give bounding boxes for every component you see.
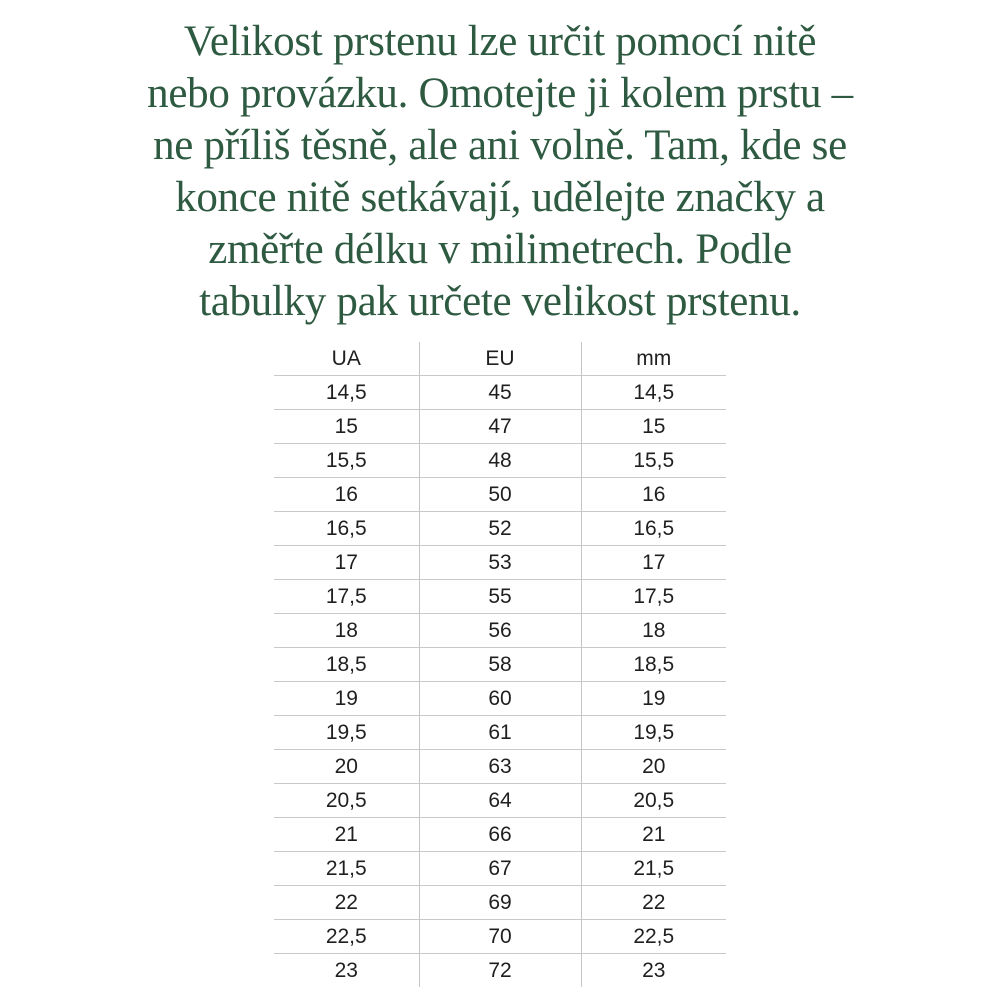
table-cell: 58 (418, 647, 581, 682)
table-cell: 23 (334, 958, 358, 982)
table-cell: 17,5 (580, 579, 726, 614)
table-cell: 19,5 (580, 715, 726, 750)
table-row: 18 56 18 (274, 613, 726, 648)
table-row: 22 69 22 (274, 885, 726, 920)
table-row: 19,5 61 19,5 (274, 715, 726, 750)
table-cell: 67 (418, 851, 581, 886)
table-cell: 60 (418, 681, 581, 716)
table-cell: 45 (418, 375, 581, 410)
table-cell: 20 (580, 749, 726, 784)
table-cell: 14,5 (325, 380, 367, 404)
table-cell: 18,5 (325, 652, 367, 676)
table-row: 16 50 16 (274, 477, 726, 512)
table-cell: 19 (334, 686, 358, 710)
table-cell: 17 (580, 545, 726, 580)
intro-text: Velikost prstenu lze určit pomocí nitě n… (0, 0, 1000, 328)
table-cell: 63 (418, 749, 581, 784)
table-cell: 66 (418, 817, 581, 852)
table-cell: 23 (580, 953, 726, 987)
intro-line-2: nebo provázku. Omotejte ji kolem prstu – (147, 70, 853, 117)
intro-line-4: konce nitě setkávají, udělejte značky a (175, 174, 825, 221)
table-cell: 53 (418, 545, 581, 580)
table-cell: 70 (418, 919, 581, 954)
table-cell: 22 (580, 885, 726, 920)
table-cell: 61 (418, 715, 581, 750)
table-cell: 16,5 (580, 511, 726, 546)
table-cell: 72 (418, 953, 581, 987)
table-cell: 21,5 (580, 851, 726, 886)
ring-size-table: UA EU mm 14,5 45 14,5 15 47 15 15,5 48 15,5 16 50 1… (274, 342, 726, 987)
column-header-mm: mm (580, 342, 726, 376)
table-cell: 22 (334, 890, 358, 914)
intro-line-1: Velikost prstenu lze určit pomocí nitě (183, 18, 817, 65)
table-cell: 20,5 (580, 783, 726, 818)
table-cell: 50 (418, 477, 581, 512)
table-cell: 18 (334, 618, 358, 642)
intro-line-6: tabulky pak určete velikost prstenu. (199, 278, 801, 325)
table-cell: 56 (418, 613, 581, 648)
table-row: 14,5 45 14,5 (274, 375, 726, 410)
table-cell: 17 (334, 550, 358, 574)
table-row: 19 60 19 (274, 681, 726, 716)
column-header-eu: EU (418, 342, 581, 376)
table-cell: 18 (580, 613, 726, 648)
table-cell: 52 (418, 511, 581, 546)
table-row: 23 72 23 (274, 953, 726, 987)
intro-line-3: ne příliš těsně, ale ani volně. Tam, kde… (153, 122, 847, 169)
table-cell: 16,5 (325, 516, 367, 540)
table-cell: 15,5 (325, 448, 367, 472)
table-row: 15 47 15 (274, 409, 726, 444)
table-cell: 20 (334, 754, 358, 778)
column-header-ua: UA (331, 346, 361, 370)
table-row: 21 66 21 (274, 817, 726, 852)
table-cell: 17,5 (325, 584, 367, 608)
table-cell: 55 (418, 579, 581, 614)
table-cell: 15,5 (580, 443, 726, 478)
table-cell: 21,5 (325, 856, 367, 880)
table-row: 18,5 58 18,5 (274, 647, 726, 682)
table-row: 17 53 17 (274, 545, 726, 580)
table-cell: 69 (418, 885, 581, 920)
table-cell: 16 (334, 482, 358, 506)
table-cell: 19,5 (325, 720, 367, 744)
table-row: 15,5 48 15,5 (274, 443, 726, 478)
intro-line-5: změřte délku v milimetrech. Podle (208, 226, 792, 273)
table-cell: 14,5 (580, 375, 726, 410)
table-cell: 48 (418, 443, 581, 478)
table-cell: 22,5 (580, 919, 726, 954)
table-cell: 20,5 (325, 788, 367, 812)
table-cell: 64 (418, 783, 581, 818)
table-row: 22,5 70 22,5 (274, 919, 726, 954)
table-row: 20,5 64 20,5 (274, 783, 726, 818)
table-cell: 21 (580, 817, 726, 852)
table-header-row: UA EU mm (274, 342, 726, 376)
table-row: 20 63 20 (274, 749, 726, 784)
table-cell: 15 (334, 414, 358, 438)
table-cell: 19 (580, 681, 726, 716)
table-row: 21,5 67 21,5 (274, 851, 726, 886)
table-cell: 16 (580, 477, 726, 512)
table-row: 17,5 55 17,5 (274, 579, 726, 614)
table-row: 16,5 52 16,5 (274, 511, 726, 546)
table-cell: 15 (580, 409, 726, 444)
table-cell: 18,5 (580, 647, 726, 682)
table-cell: 22,5 (325, 924, 367, 948)
table-cell: 21 (334, 822, 358, 846)
table-cell: 47 (418, 409, 581, 444)
